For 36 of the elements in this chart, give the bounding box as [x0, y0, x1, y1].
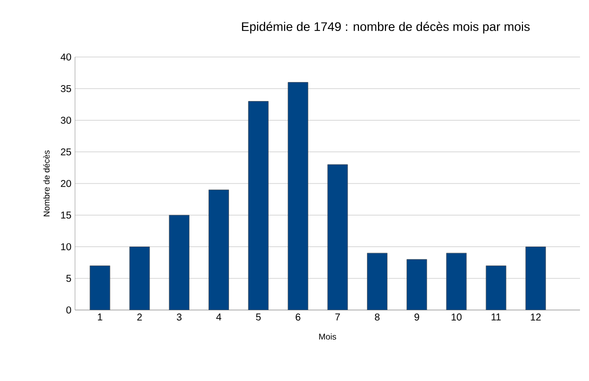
y-tick-label: 35 — [60, 85, 72, 92]
x-axis-title: Mois — [319, 333, 336, 340]
bar — [367, 252, 388, 310]
x-tick-label: 10 — [452, 314, 462, 321]
bar — [90, 266, 110, 310]
y-tick-label: 30 — [60, 116, 72, 124]
chart-title: Epidémie de 1749 : nombre de décès mois par mois — [242, 22, 530, 34]
bar — [248, 101, 269, 310]
bar — [525, 246, 546, 310]
y-tick-label: 25 — [60, 148, 72, 156]
bar — [446, 252, 467, 310]
bar — [327, 164, 348, 310]
y-tick-label: 5 — [66, 274, 72, 282]
x-tick-label: 7 — [335, 314, 340, 320]
x-tick-label: 5 — [256, 314, 261, 320]
y-axis-title: Nombre de décès — [43, 150, 50, 216]
x-tick-label: 11 — [492, 314, 501, 320]
x-tick-label: 6 — [296, 314, 300, 321]
x-tick-label: 3 — [176, 314, 182, 321]
y-tick-label: 10 — [61, 243, 72, 250]
x-tick-label: 9 — [414, 314, 420, 321]
bar — [129, 246, 150, 310]
x-tick-label: 4 — [216, 314, 222, 320]
y-tick-label: 40 — [60, 53, 72, 61]
y-tick-label: 15 — [61, 212, 72, 219]
y-tick-label: 0 — [66, 306, 72, 314]
bar — [406, 259, 428, 310]
bar — [486, 266, 506, 310]
bar — [168, 214, 190, 310]
bar — [288, 82, 308, 310]
x-tick-label: 12 — [530, 314, 541, 320]
x-tick-label: 8 — [374, 314, 380, 321]
bar — [208, 190, 229, 310]
y-tick-label: 20 — [60, 180, 72, 188]
x-tick-label: 1 — [98, 314, 102, 320]
x-tick-label: 2 — [137, 314, 142, 320]
